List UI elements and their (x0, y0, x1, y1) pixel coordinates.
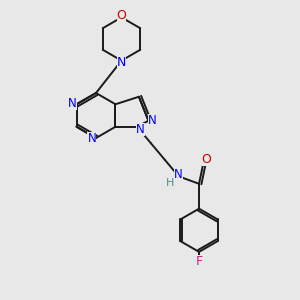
Text: O: O (202, 153, 212, 166)
Text: N: N (174, 168, 183, 181)
Text: N: N (87, 132, 96, 145)
Text: N: N (136, 123, 145, 136)
Text: N: N (148, 114, 157, 127)
Text: F: F (196, 255, 202, 268)
Text: H: H (166, 178, 174, 188)
Text: N: N (68, 97, 77, 110)
Text: O: O (117, 9, 126, 22)
Text: N: N (117, 56, 126, 69)
